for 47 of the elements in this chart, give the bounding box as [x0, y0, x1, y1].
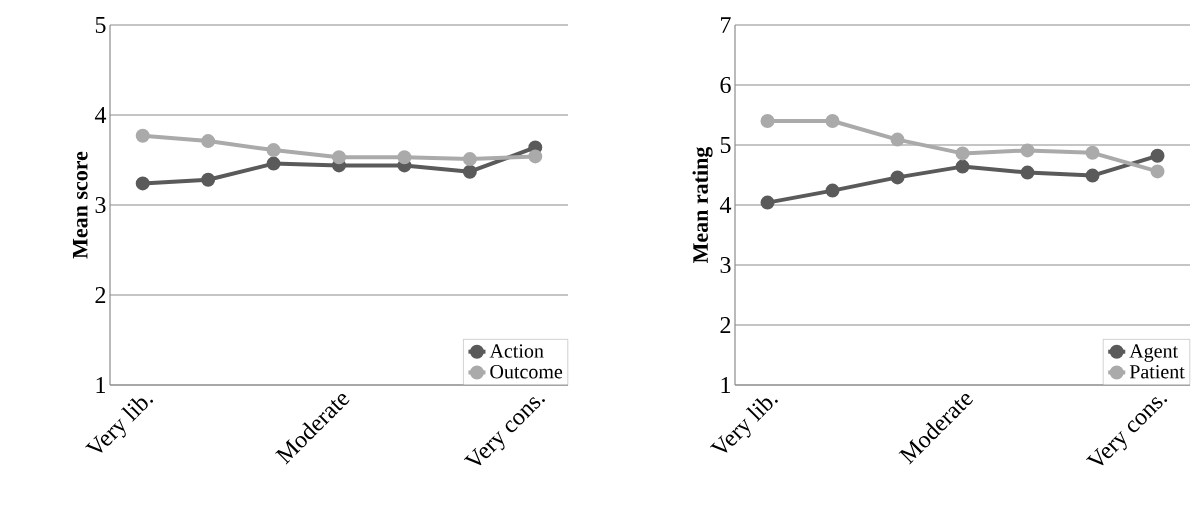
legend-label: Action	[489, 344, 544, 358]
x-tick-label: Very lib.	[709, 398, 778, 453]
point	[890, 132, 905, 147]
point	[1085, 168, 1100, 183]
y-tick-label: 1	[96, 377, 106, 393]
point	[135, 128, 150, 143]
legend-label: Patient	[1129, 365, 1185, 379]
y-tick-label: 4	[94, 107, 107, 123]
legend-label: Outcome	[490, 365, 563, 379]
point	[528, 149, 543, 164]
point	[760, 195, 775, 210]
y-tick-label: 2	[95, 287, 106, 303]
point	[332, 150, 346, 165]
point	[266, 156, 281, 171]
point	[955, 159, 970, 174]
y-tick-label: 5	[720, 137, 731, 153]
point	[462, 164, 477, 179]
y-tick-label: 7	[721, 17, 731, 33]
point	[825, 183, 840, 198]
point	[890, 170, 905, 185]
point	[462, 152, 477, 167]
x-tick-label: Very cons.	[1086, 396, 1168, 466]
point	[1150, 148, 1165, 163]
point	[266, 143, 281, 158]
point	[1020, 165, 1035, 180]
y-axis-title: Mean rating	[692, 146, 713, 263]
point	[1150, 164, 1165, 179]
y-tick-label: 4	[719, 197, 732, 213]
legend-label: Agent	[1129, 344, 1179, 362]
point	[1020, 143, 1035, 158]
y-tick-label: 2	[720, 317, 731, 333]
x-tick-label: Very lib.	[85, 398, 154, 453]
point	[201, 172, 216, 187]
point	[1085, 145, 1100, 160]
point	[760, 114, 775, 128]
y-tick-label: 3	[720, 256, 731, 274]
point	[135, 176, 150, 191]
y-tick-label: 5	[95, 17, 106, 33]
point	[397, 150, 412, 165]
point	[955, 146, 970, 161]
y-tick-label: 1	[721, 377, 731, 393]
x-tick-label: Very cons.	[463, 396, 545, 466]
y-axis-title: Mean score	[72, 151, 88, 259]
point	[201, 134, 216, 149]
point	[825, 114, 840, 128]
y-tick-label: 6	[720, 76, 731, 94]
y-tick-label: 3	[95, 196, 106, 214]
